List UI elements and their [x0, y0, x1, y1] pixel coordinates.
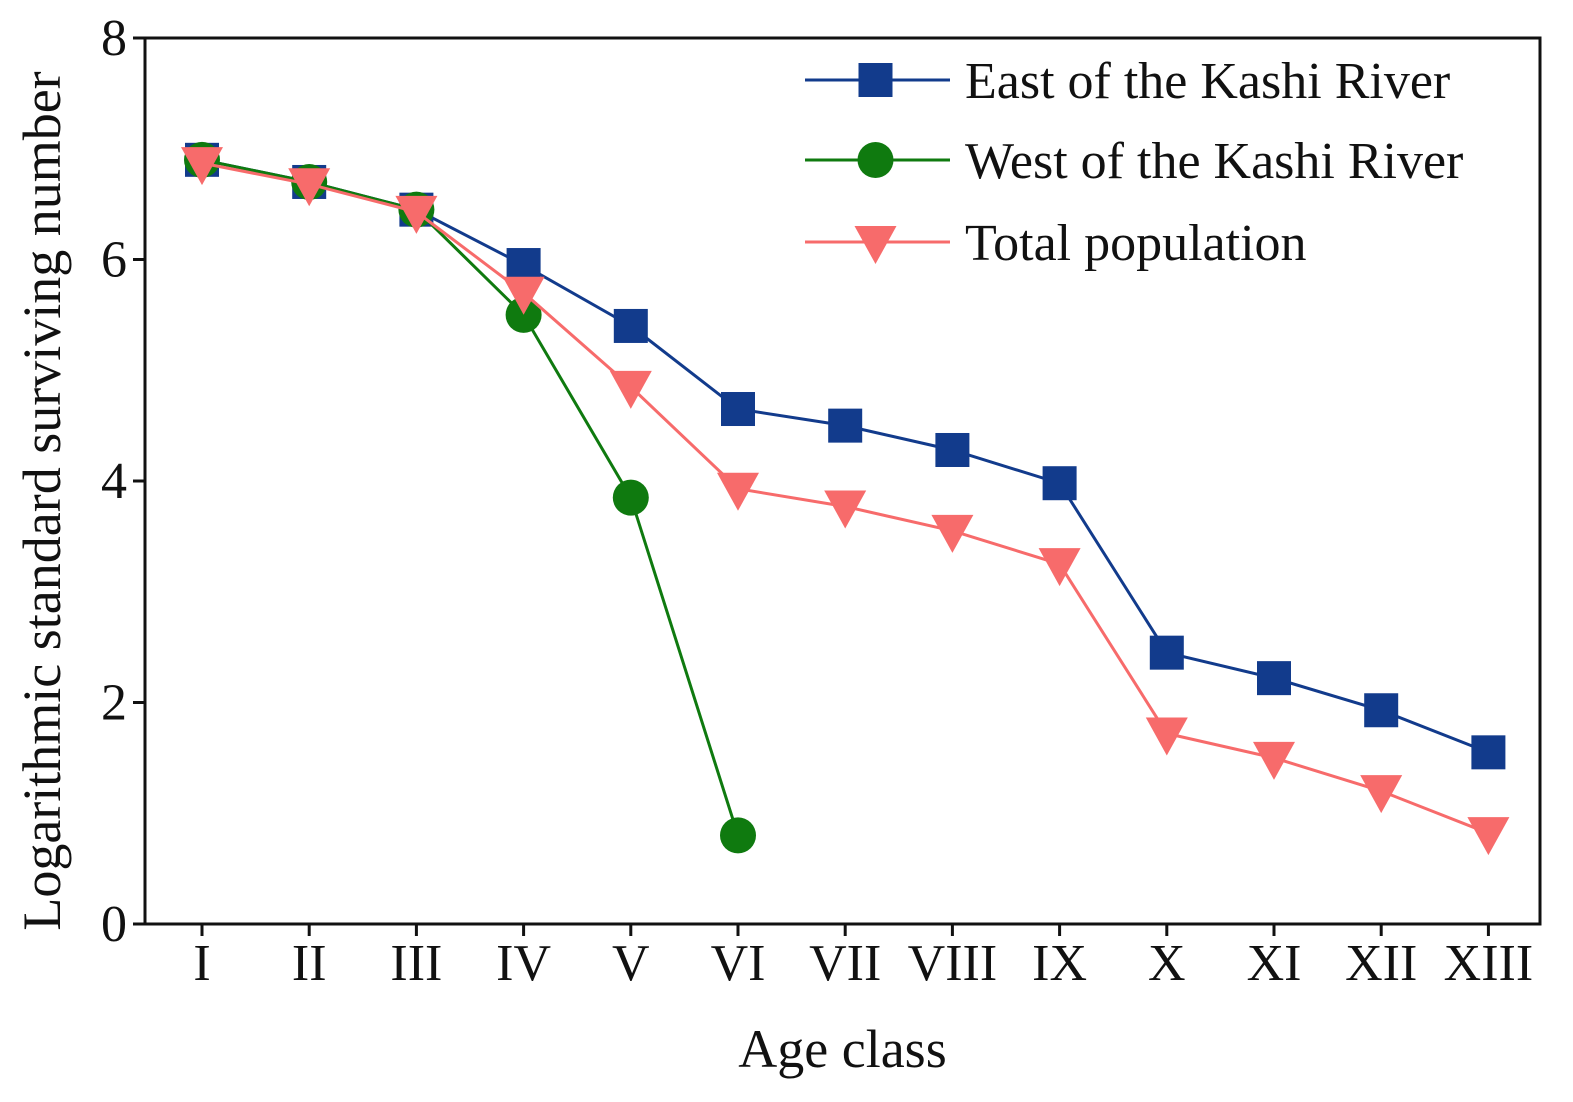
legend-item: Total population: [805, 215, 1307, 272]
x-tick-label: X: [1148, 935, 1186, 992]
data-point: [824, 490, 867, 529]
data-point: [1149, 635, 1184, 670]
data-point: [506, 248, 541, 283]
data-point: [505, 296, 542, 333]
y-tick-label: 8: [101, 10, 127, 67]
legend-marker: [857, 142, 894, 178]
x-axis-label: Age class: [738, 1019, 946, 1079]
data-point: [720, 817, 756, 854]
data-point: [1257, 661, 1291, 696]
x-tick-label: VII: [809, 935, 881, 992]
data-point: [717, 472, 759, 511]
x-tick-label: IV: [496, 935, 551, 992]
data-point: [1038, 548, 1081, 587]
y-tick-label: 6: [101, 232, 127, 289]
legend-marker: [858, 63, 893, 97]
y-axis-label: Logarithmic standard surviving number: [12, 71, 72, 930]
y-tick-label: 2: [101, 675, 127, 732]
y-tick-label: 0: [101, 896, 127, 953]
data-point: [1042, 466, 1077, 501]
data-point: [1253, 741, 1295, 780]
x-tick-label: II: [292, 935, 327, 992]
legend-item: West of the Kashi River: [805, 133, 1463, 190]
x-tick-label: V: [612, 935, 650, 992]
legend: East of the Kashi River West of the Kashi…: [805, 53, 1463, 272]
x-tick-label: XIII: [1444, 935, 1534, 992]
data-point: [1360, 775, 1403, 814]
legend-label: East of the Kashi River: [965, 53, 1450, 110]
series-layer: [181, 141, 1510, 856]
x-tick-label: VIII: [908, 935, 998, 992]
data-point: [931, 514, 974, 553]
data-point: [609, 370, 652, 409]
data-point: [828, 408, 863, 443]
data-point: [502, 276, 545, 315]
legend-marker: [854, 226, 897, 264]
x-tick-label: VI: [711, 935, 766, 992]
x-tick-label: I: [193, 935, 210, 992]
legend-label: Total population: [965, 215, 1307, 272]
x-tick-label: XI: [1247, 935, 1302, 992]
data-point: [288, 168, 331, 207]
data-point: [1471, 735, 1506, 770]
data-point: [1364, 693, 1399, 728]
legend-label: West of the Kashi River: [965, 133, 1463, 190]
data-point: [181, 147, 223, 186]
series-east-of-the-kashi-river: [185, 142, 1506, 770]
x-tick-label: IX: [1032, 935, 1087, 992]
x-tick-label: XII: [1345, 935, 1417, 992]
series-total-population: [181, 147, 1510, 856]
data-point: [613, 308, 648, 343]
data-point: [395, 195, 438, 234]
x-tick-label: III: [390, 935, 442, 992]
data-point: [721, 392, 755, 427]
y-tick-label: 4: [101, 453, 127, 510]
legend-item: East of the Kashi River: [805, 53, 1450, 110]
data-point: [1145, 717, 1188, 756]
data-point: [935, 432, 970, 467]
data-point: [612, 479, 649, 516]
series-west-of-the-kashi-river: [184, 141, 756, 854]
series-line: [201, 158, 740, 836]
data-point: [1467, 817, 1510, 856]
